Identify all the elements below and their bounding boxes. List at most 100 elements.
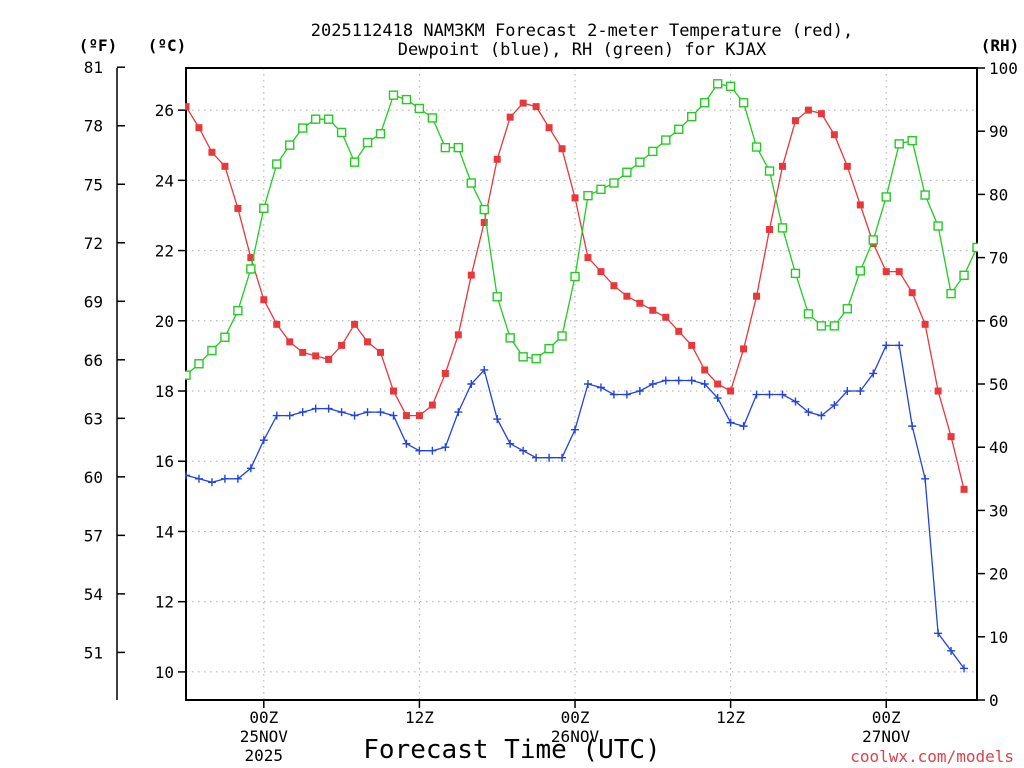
data-point [908, 422, 917, 431]
data-point [739, 422, 748, 431]
data-point [816, 321, 827, 331]
data-point [402, 439, 411, 448]
data-point [362, 137, 373, 148]
data-point [557, 331, 567, 341]
data-point [960, 485, 968, 493]
data-point [323, 114, 334, 124]
data-point [804, 408, 813, 417]
data-point [466, 178, 476, 188]
data-point [622, 167, 632, 177]
data-point [570, 271, 580, 282]
data-point [609, 390, 618, 399]
data-point [803, 309, 814, 319]
fahrenheit-tick-label: 51 [84, 643, 103, 662]
rh-tick-label: 60 [989, 312, 1008, 331]
data-point [843, 387, 852, 396]
data-point [830, 131, 838, 139]
data-point [701, 366, 709, 374]
data-point [790, 268, 801, 279]
x-tick-label: 00Z [872, 708, 901, 727]
celsius-tick-label: 18 [155, 382, 174, 401]
fahrenheit-tick-label: 54 [84, 585, 103, 604]
data-point [661, 376, 670, 385]
data-point [480, 218, 488, 226]
data-point [440, 142, 451, 153]
data-point [519, 99, 527, 107]
data-point [389, 411, 398, 420]
data-point [558, 453, 567, 462]
rh-tick-label: 50 [989, 375, 1008, 394]
fahrenheit-tick-label: 63 [84, 409, 103, 428]
data-point [699, 98, 710, 108]
data-point [377, 348, 385, 356]
data-point [765, 390, 774, 399]
data-point [272, 159, 282, 169]
data-point [687, 376, 696, 385]
data-point [518, 352, 528, 362]
data-point [894, 139, 904, 149]
data-point [830, 401, 839, 410]
fahrenheit-tick-label: 72 [84, 234, 103, 253]
celsius-tick-label: 20 [155, 312, 174, 331]
data-point [467, 271, 475, 279]
data-point [402, 412, 410, 420]
data-point [947, 433, 955, 441]
data-point [221, 162, 229, 170]
data-point [336, 127, 347, 138]
data-point [960, 664, 969, 673]
data-point [842, 304, 853, 314]
data-point [247, 254, 255, 262]
data-point [596, 184, 606, 195]
data-point [207, 345, 217, 356]
data-point [688, 341, 696, 349]
rh-tick-label: 10 [989, 628, 1008, 647]
data-point [545, 453, 554, 462]
data-point [233, 305, 243, 316]
data-point [738, 98, 749, 108]
data-point [635, 157, 645, 167]
data-point [414, 103, 425, 114]
data-point [947, 646, 956, 655]
x-tick-label: 12Z [405, 708, 434, 727]
data-point [185, 471, 190, 480]
chart-title-line1: 2025112418 NAM3KM Forecast 2-meter Tempe… [311, 21, 853, 41]
data-point [454, 408, 463, 417]
data-point [712, 79, 723, 89]
data-point [545, 124, 553, 132]
data-point [311, 404, 320, 413]
data-point [427, 113, 438, 123]
data-point [934, 387, 942, 395]
fahrenheit-tick-label: 66 [84, 351, 103, 370]
data-point [635, 387, 644, 396]
fahrenheit-tick-label: 78 [84, 117, 103, 136]
data-point [959, 270, 969, 280]
data-point [804, 106, 812, 114]
rh-tick-label: 0 [989, 691, 999, 710]
data-point [726, 418, 735, 427]
data-point [610, 282, 618, 290]
data-point [324, 404, 333, 413]
data-point [453, 142, 464, 153]
data-point [597, 268, 605, 276]
fahrenheit-tick-label: 81 [84, 58, 103, 77]
data-point [933, 221, 943, 231]
fahrenheit-tick-label: 57 [84, 526, 103, 545]
data-point [532, 103, 540, 111]
data-point [725, 81, 736, 92]
data-point [843, 162, 851, 170]
data-point [895, 341, 904, 350]
data-point [480, 365, 489, 374]
data-point [337, 408, 346, 417]
data-point [662, 313, 670, 321]
data-point [519, 446, 528, 455]
data-point [817, 110, 825, 118]
data-point [532, 453, 541, 462]
data-point [493, 415, 502, 424]
data-point [194, 359, 204, 369]
data-point [467, 380, 476, 388]
data-point [233, 474, 242, 483]
data-point [972, 242, 978, 253]
data-point [298, 408, 307, 417]
series-layer [185, 79, 978, 673]
